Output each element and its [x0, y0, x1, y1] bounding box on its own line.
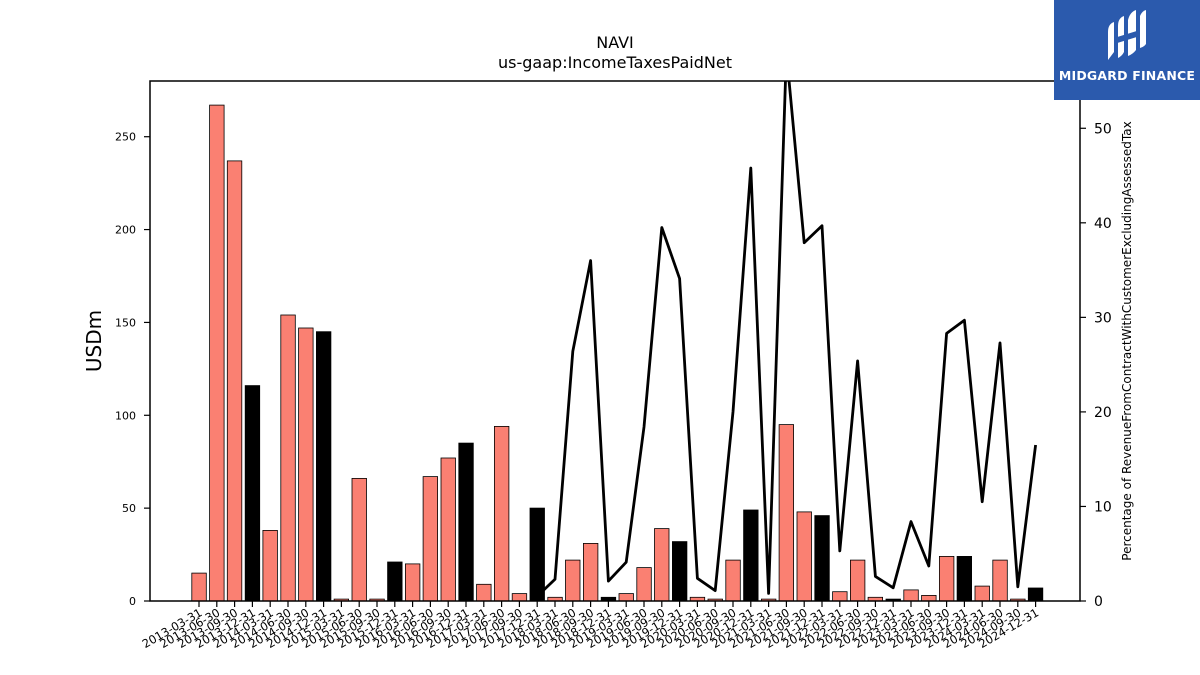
y-tick-label: 200: [115, 224, 136, 237]
bar-2017-09-30: [511, 593, 528, 602]
y-tick-label: 100: [115, 409, 136, 422]
bar-2017-06-30: [493, 425, 510, 602]
bar-2013-03-31: [191, 572, 207, 602]
bar-2016-09-30: [440, 457, 456, 602]
bar-2023-12-31: [956, 556, 972, 602]
bar-2016-06-30: [422, 476, 439, 602]
bar-2014-03-31: [262, 530, 278, 602]
y2-tick-label: 40: [1094, 216, 1112, 232]
bar-2013-12-31: [244, 385, 261, 602]
bar-2015-06-30: [351, 477, 367, 602]
bar-2023-03-31: [903, 589, 919, 602]
bar-2022-06-30: [850, 559, 866, 602]
y2-axis-ticks: 0 10 20 30 40 50: [1080, 121, 1112, 610]
bar-2014-09-30: [298, 327, 314, 602]
y2-axis-label: Percentage of RevenueFromContractWithCus…: [1120, 121, 1134, 560]
y2-tick-label: 0: [1094, 594, 1103, 610]
bar-2024-03-31: [974, 585, 990, 602]
y2-tick-label: 20: [1094, 405, 1112, 421]
bar-2018-09-30: [583, 543, 599, 602]
y-tick-label: 0: [129, 595, 136, 608]
y2-tick-label: 10: [1094, 499, 1112, 515]
bar-2018-06-30: [565, 559, 581, 602]
y-axis-label: USDm: [82, 310, 106, 372]
bar-2014-12-31: [315, 331, 332, 602]
y2-tick-label: 30: [1094, 310, 1112, 326]
bar-2020-12-31: [743, 509, 759, 602]
midgard-finance-logo: MIDGARD FINANCE: [1054, 0, 1200, 100]
chart-subtitle: us-gaap:IncomeTaxesPaidNet: [498, 53, 732, 72]
y-axis-ticks: 0 50 100 150 200 250: [115, 131, 150, 608]
bar-2019-09-30: [654, 528, 670, 602]
x-axis-ticks: 2013-03-312013-06-302013-09-302013-12-31…: [140, 601, 1041, 651]
bar-2015-12-31: [387, 561, 403, 602]
bar-2023-09-30: [939, 556, 955, 602]
bar-2023-06-30: [921, 595, 937, 602]
bar-2022-03-31: [832, 591, 848, 602]
bar-2019-12-31: [672, 541, 688, 602]
plot-frame: [149, 80, 1081, 602]
line-series: [536, 81, 1037, 598]
bar-2019-06-30: [636, 567, 652, 602]
bar-2017-12-31: [529, 507, 545, 602]
bar-2024-12-31: [1027, 587, 1044, 602]
logo-text: MIDGARD FINANCE: [1058, 68, 1196, 83]
bar-2013-09-30: [226, 160, 243, 602]
y2-tick-label: 50: [1094, 121, 1112, 137]
bar-2019-03-31: [618, 593, 634, 602]
y-tick-label: 150: [115, 316, 136, 329]
bar-2024-06-30: [992, 559, 1008, 602]
y-tick-label: 50: [122, 502, 136, 515]
bar-2020-09-30: [725, 559, 741, 602]
bar-2013-06-30: [209, 104, 225, 602]
bar-2017-03-31: [476, 583, 492, 602]
bar-2016-03-31: [404, 563, 421, 602]
chart-title: NAVI: [596, 33, 634, 52]
midgard-m-logo-icon: [1108, 10, 1146, 60]
bar-2021-06-30: [778, 424, 794, 602]
bar-2021-12-31: [814, 515, 830, 602]
bar-2014-06-30: [280, 314, 296, 602]
percentage-line: [536, 81, 1037, 598]
bar-series: [191, 104, 1044, 602]
bar-2016-12-31: [458, 442, 474, 602]
bar-2021-09-30: [796, 511, 812, 602]
y-tick-label: 250: [115, 131, 136, 144]
